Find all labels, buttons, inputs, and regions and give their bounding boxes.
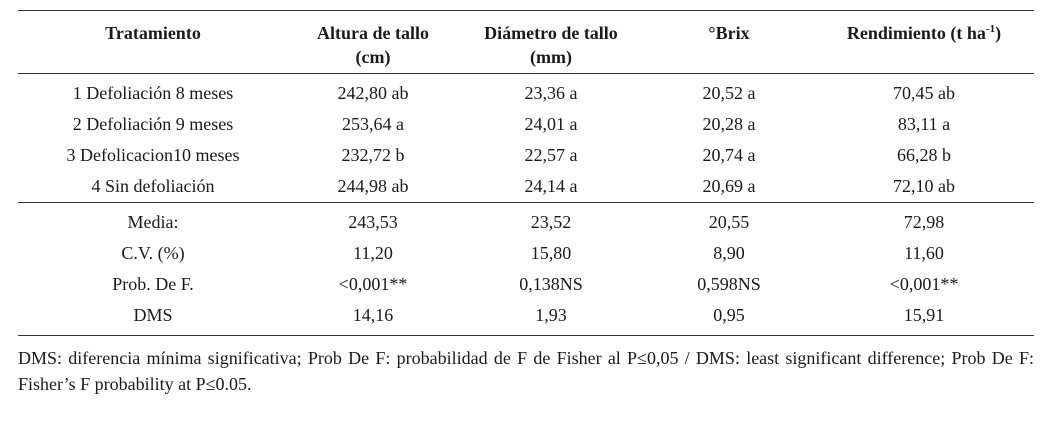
table-cell: 24,14 a xyxy=(524,176,578,196)
header-rendimiento: Rendimiento (t ha-1) xyxy=(814,10,1034,74)
table-cell: 4 Sin defoliación xyxy=(91,176,215,196)
table-cell: 3 Defolicacion10 meses xyxy=(66,145,240,165)
table-cell: 11,60 xyxy=(904,243,944,263)
header-text: Altura de tallo xyxy=(317,23,429,43)
header-superscript: -1 xyxy=(985,23,996,35)
table-cell: C.V. (%) xyxy=(121,243,185,263)
results-table: Tratamiento Altura de tallo (cm) Diámetr… xyxy=(18,10,1034,336)
table-cell: 23,36 a xyxy=(524,83,578,103)
header-text: Tratamiento xyxy=(105,23,201,43)
table-cell: 20,52 a xyxy=(702,83,756,103)
table-cell: 22,57 a xyxy=(524,145,578,165)
header-text: Diámetro de tallo xyxy=(484,23,618,43)
table-cell: 0,138NS xyxy=(519,274,583,294)
table-cell: 66,28 b xyxy=(897,145,951,165)
header-diametro: Diámetro de tallo (mm) xyxy=(458,10,644,74)
table-cell: 24,01 a xyxy=(524,114,578,134)
header-altura: Altura de tallo (cm) xyxy=(288,10,458,74)
table-cell: 70,45 ab xyxy=(893,83,955,103)
table-cell: 72,10 ab xyxy=(893,176,955,196)
table-cell: 0,95 xyxy=(644,300,814,336)
table-row: 1 Defoliación 8 meses 242,80 ab 23,36 a 20,… xyxy=(18,74,1034,110)
stats-row: Media: 243,53 23,52 20,55 72,98 xyxy=(18,202,1034,238)
table-cell: 20,74 a xyxy=(702,145,756,165)
table-cell: 244,98 ab xyxy=(337,176,409,196)
table-cell: 20,28 a xyxy=(702,114,756,134)
header-close: ) xyxy=(995,23,1002,43)
table-row: 2 Defoliación 9 meses 253,64 a 24,01 a 20,2… xyxy=(18,109,1034,140)
table-cell: DMS xyxy=(18,300,288,336)
table-cell: 15,91 xyxy=(814,300,1034,336)
table-cell: 20,55 xyxy=(644,202,814,238)
table-cell: <0,001** xyxy=(338,274,408,294)
table-cell: 15,80 xyxy=(530,243,572,263)
header-brix: °Brix xyxy=(644,10,814,74)
header-unit: (cm) xyxy=(355,47,391,67)
table-cell: 232,72 b xyxy=(341,145,405,165)
table-cell: 242,80 ab xyxy=(337,83,409,103)
stats-row: Prob. De F. <0,001** 0,138NS 0,598NS <0,001*… xyxy=(18,269,1034,300)
table-cell: Prob. De F. xyxy=(112,274,194,294)
header-tratamiento: Tratamiento xyxy=(18,10,288,74)
table-cell: 8,90 xyxy=(713,243,745,263)
treatment-rows: 1 Defoliación 8 meses 242,80 ab 23,36 a 20,… xyxy=(18,74,1034,203)
table-cell: <0,001** xyxy=(889,274,959,294)
table-cell: 2 Defoliación 9 meses xyxy=(72,114,234,134)
table-cell: 1 Defoliación 8 meses xyxy=(72,83,234,103)
table-cell: 11,20 xyxy=(353,243,393,263)
header-row: Tratamiento Altura de tallo (cm) Diámetr… xyxy=(18,10,1034,74)
table-footnote: DMS: diferencia mínima significativa; Pr… xyxy=(18,348,1034,394)
table-cell: 20,69 a xyxy=(702,176,756,196)
header-text: °Brix xyxy=(708,23,750,43)
table-cell: Media: xyxy=(18,202,288,238)
table-cell: 83,11 a xyxy=(897,114,951,134)
header-unit: (mm) xyxy=(530,47,572,67)
results-table-container: Tratamiento Altura de tallo (cm) Diámetr… xyxy=(18,10,1034,336)
stats-row: DMS 14,16 1,93 0,95 15,91 xyxy=(18,300,1034,336)
stats-row: C.V. (%) 11,20 15,80 8,90 11,60 xyxy=(18,238,1034,269)
statistics-rows: Media: 243,53 23,52 20,55 72,98 C.V. (%) 11,20… xyxy=(18,202,1034,336)
table-cell: 0,598NS xyxy=(697,274,761,294)
table-row: 4 Sin defoliación 244,98 ab 24,14 a 20,69 a… xyxy=(18,171,1034,203)
table-cell: 23,52 xyxy=(458,202,644,238)
table-cell: 72,98 xyxy=(814,202,1034,238)
table-cell: 253,64 a xyxy=(342,114,404,134)
table-cell: 243,53 xyxy=(288,202,458,238)
table-cell: 1,93 xyxy=(458,300,644,336)
table-row: 3 Defolicacion10 meses 232,72 b 22,57 a 20,… xyxy=(18,140,1034,171)
header-text: Rendimiento (t ha xyxy=(846,23,986,43)
table-cell: 14,16 xyxy=(288,300,458,336)
